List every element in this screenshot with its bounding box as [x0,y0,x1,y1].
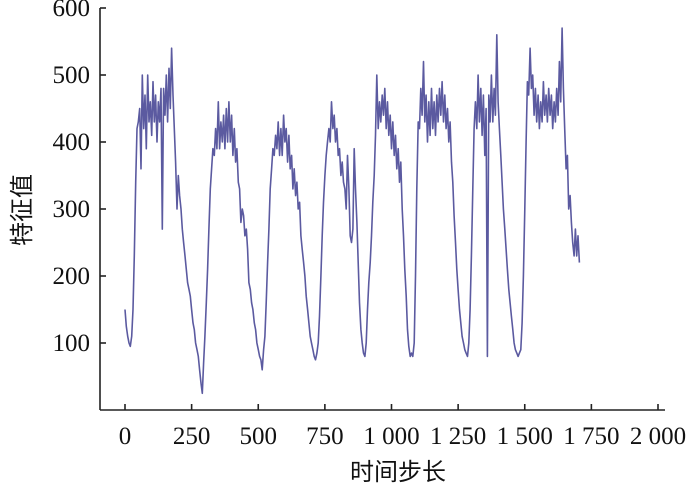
y-tick-label: 600 [53,0,91,22]
x-tick-label: 2 000 [630,423,686,450]
series-layer [124,27,581,395]
x-axis-title: 时间步长 [350,458,446,486]
x-tick-label: 1 000 [363,423,419,450]
x-tick-label: 1 750 [563,423,619,450]
x-tick-label: 0 [119,423,132,450]
y-tick-label: 100 [53,330,91,357]
x-tick-label: 1 250 [430,423,486,450]
x-tick-label: 250 [173,423,211,450]
series-line [124,27,581,395]
y-tick-label: 300 [53,196,91,223]
y-tick-label: 400 [53,129,91,156]
x-tick-label: 500 [240,423,278,450]
y-ticks: 100 200 300 400 500 600 [53,0,106,357]
y-tick-label: 500 [53,62,91,89]
x-ticks: 0 250 500 750 1 000 1 250 1 500 1 750 2 000 [119,404,686,450]
y-axis-title: 特征值 [8,174,36,246]
x-tick-label: 750 [306,423,344,450]
x-tick-label: 1 500 [497,423,553,450]
y-tick-label: 200 [53,263,91,290]
plot-axes [99,8,665,411]
